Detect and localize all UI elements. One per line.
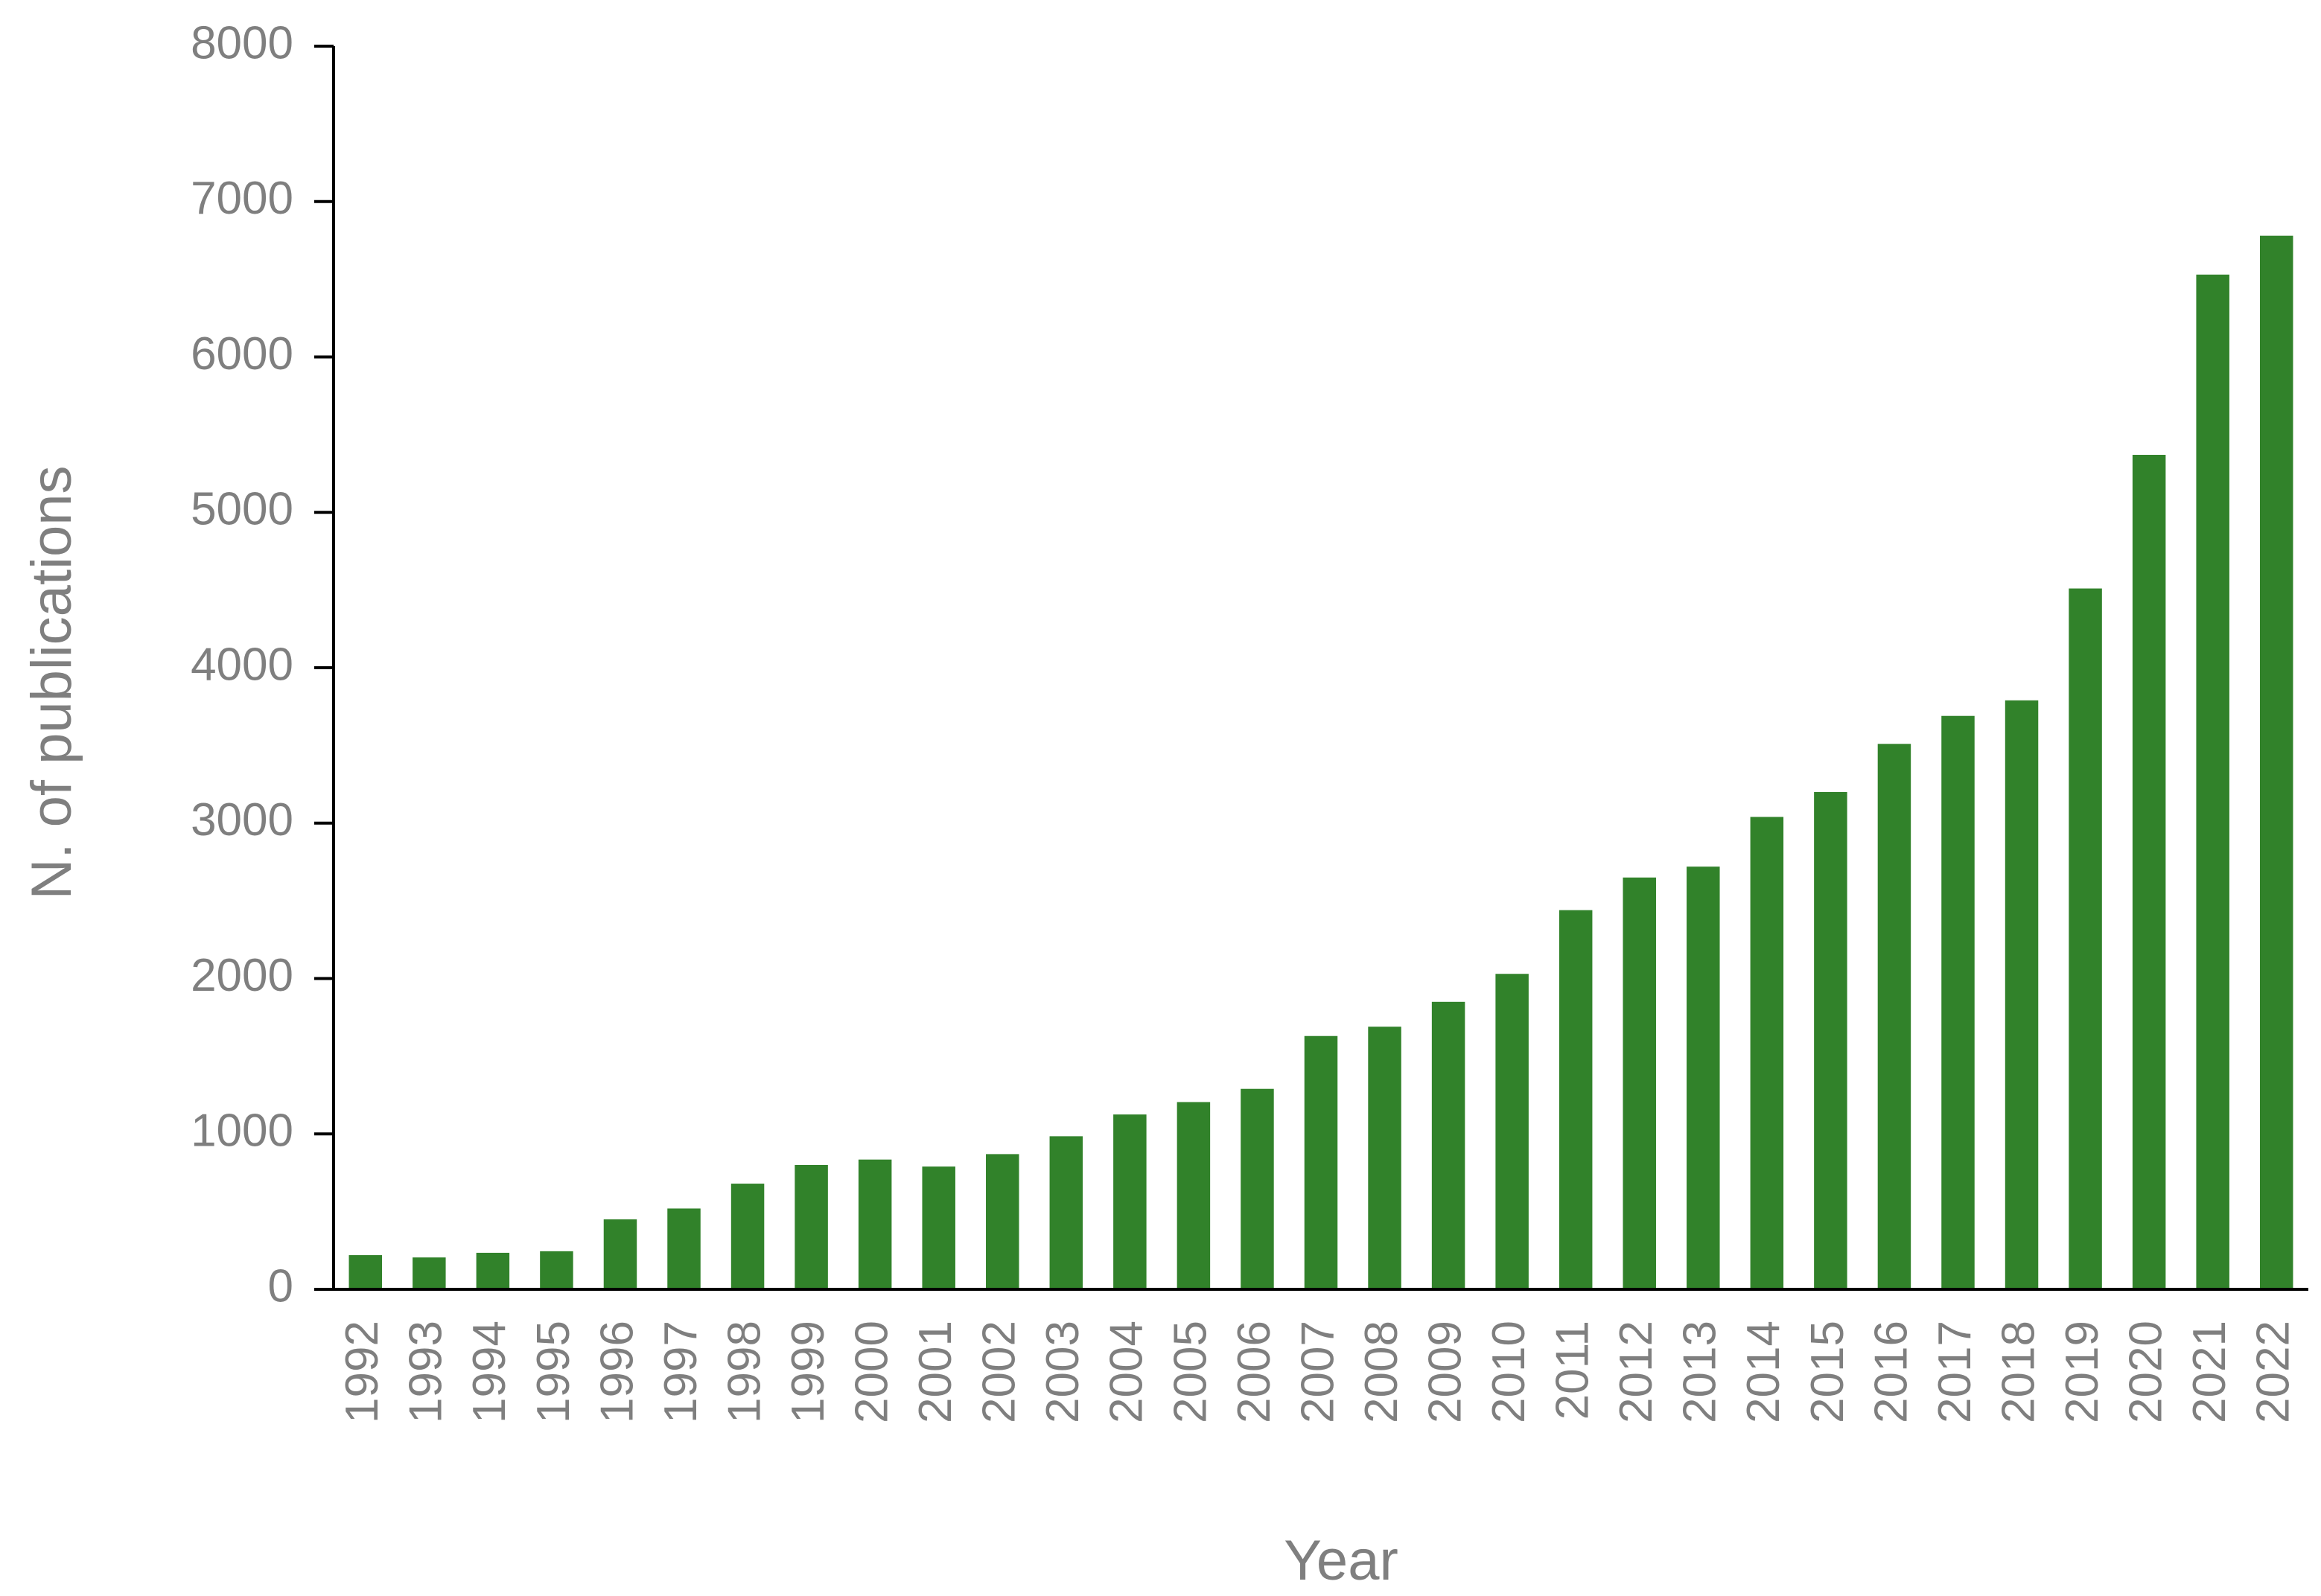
- x-tick-label-2003: 2003: [1037, 1321, 1089, 1423]
- x-tick-label-2014: 2014: [1738, 1321, 1789, 1423]
- bar-1997: [667, 1208, 701, 1289]
- x-tick-label-2009: 2009: [1419, 1321, 1471, 1423]
- x-tick-label-1994: 1994: [464, 1321, 515, 1423]
- bar-2015: [1814, 792, 1847, 1289]
- bar-2017: [1941, 715, 1975, 1289]
- x-tick-label-2017: 2017: [1929, 1321, 1981, 1423]
- y-tick-label: 5000: [191, 484, 293, 535]
- x-tick-label-2005: 2005: [1165, 1321, 1216, 1423]
- bar-1994: [476, 1252, 510, 1289]
- x-tick-label-1997: 1997: [655, 1321, 707, 1423]
- x-tick-label-2002: 2002: [974, 1321, 1025, 1423]
- x-tick-label-1993: 1993: [401, 1321, 452, 1423]
- bar-2012: [1623, 877, 1656, 1289]
- bar-2018: [2005, 700, 2039, 1289]
- x-tick-label-2011: 2011: [1547, 1321, 1599, 1420]
- x-tick-label-1999: 1999: [783, 1321, 834, 1423]
- y-tick-label: 7000: [191, 173, 293, 224]
- y-tick-label: 8000: [191, 17, 293, 68]
- bar-2003: [1049, 1136, 1083, 1289]
- x-tick-label-1995: 1995: [528, 1321, 579, 1423]
- bar-2010: [1495, 974, 1529, 1289]
- x-tick-label-2006: 2006: [1229, 1321, 1280, 1423]
- bar-2016: [1877, 744, 1911, 1289]
- x-tick-label-2007: 2007: [1292, 1321, 1343, 1423]
- x-tick-label-2008: 2008: [1356, 1321, 1407, 1423]
- bar-1993: [413, 1257, 446, 1289]
- bar-2011: [1559, 910, 1593, 1289]
- x-tick-label-2001: 2001: [910, 1321, 961, 1423]
- bar-2014: [1750, 817, 1784, 1289]
- x-tick-label-2019: 2019: [2057, 1321, 2108, 1423]
- y-tick-label: 3000: [191, 794, 293, 846]
- bar-2000: [858, 1159, 892, 1289]
- x-tick-label-2015: 2015: [1802, 1321, 1853, 1423]
- bar-2005: [1177, 1102, 1211, 1289]
- x-tick-label-2013: 2013: [1675, 1321, 1726, 1423]
- x-tick-label-2020: 2020: [2121, 1321, 2172, 1423]
- y-tick-label: 6000: [191, 328, 293, 380]
- x-tick-label-2018: 2018: [1993, 1321, 2044, 1423]
- bar-1999: [795, 1165, 828, 1289]
- bar-2007: [1304, 1035, 1338, 1289]
- y-tick-label: 0: [268, 1260, 293, 1312]
- bar-2002: [986, 1154, 1019, 1289]
- bar-1995: [540, 1251, 573, 1289]
- x-tick-label-2021: 2021: [2184, 1321, 2235, 1423]
- bars-group: [348, 235, 2293, 1290]
- x-tick-label-2010: 2010: [1483, 1321, 1535, 1423]
- bar-2020: [2132, 455, 2166, 1290]
- y-tick-label: 2000: [191, 950, 293, 1001]
- bar-1998: [730, 1184, 765, 1289]
- bar-2009: [1431, 1001, 1465, 1289]
- x-tick-label-1996: 1996: [591, 1321, 643, 1423]
- y-tick-label: 1000: [191, 1105, 293, 1157]
- x-tick-label-2004: 2004: [1101, 1321, 1153, 1423]
- bar-2004: [1113, 1114, 1147, 1289]
- bar-2008: [1368, 1027, 1401, 1289]
- x-tick-label-2016: 2016: [1865, 1321, 1917, 1423]
- x-axis-title: Year: [1284, 1529, 1398, 1592]
- x-tick-label-2000: 2000: [847, 1321, 898, 1423]
- x-tick-label-1998: 1998: [719, 1321, 770, 1423]
- bar-2019: [2069, 588, 2102, 1289]
- bar-2013: [1687, 866, 1720, 1289]
- y-tick-label: 4000: [191, 639, 293, 690]
- x-tick-label-1992: 1992: [337, 1321, 388, 1423]
- y-axis-title: N. of publications: [20, 466, 83, 900]
- y-axis-ticks: 0 1000 2000 3000 4000 5000 6000 7000 8000: [191, 17, 334, 1312]
- x-axis-ticks: 1992 1993 1994 1995 1996 1997 1998 1999 2000 2001…: [337, 1321, 2299, 1423]
- bar-1992: [348, 1255, 383, 1289]
- x-tick-label-2022: 2022: [2248, 1321, 2299, 1423]
- bar-1996: [603, 1219, 637, 1289]
- x-tick-label-2012: 2012: [1611, 1321, 1662, 1423]
- bar-2021: [2196, 274, 2229, 1289]
- bar-2022: [2259, 235, 2293, 1289]
- bar-2001: [922, 1166, 955, 1289]
- bar-2006: [1241, 1088, 1274, 1289]
